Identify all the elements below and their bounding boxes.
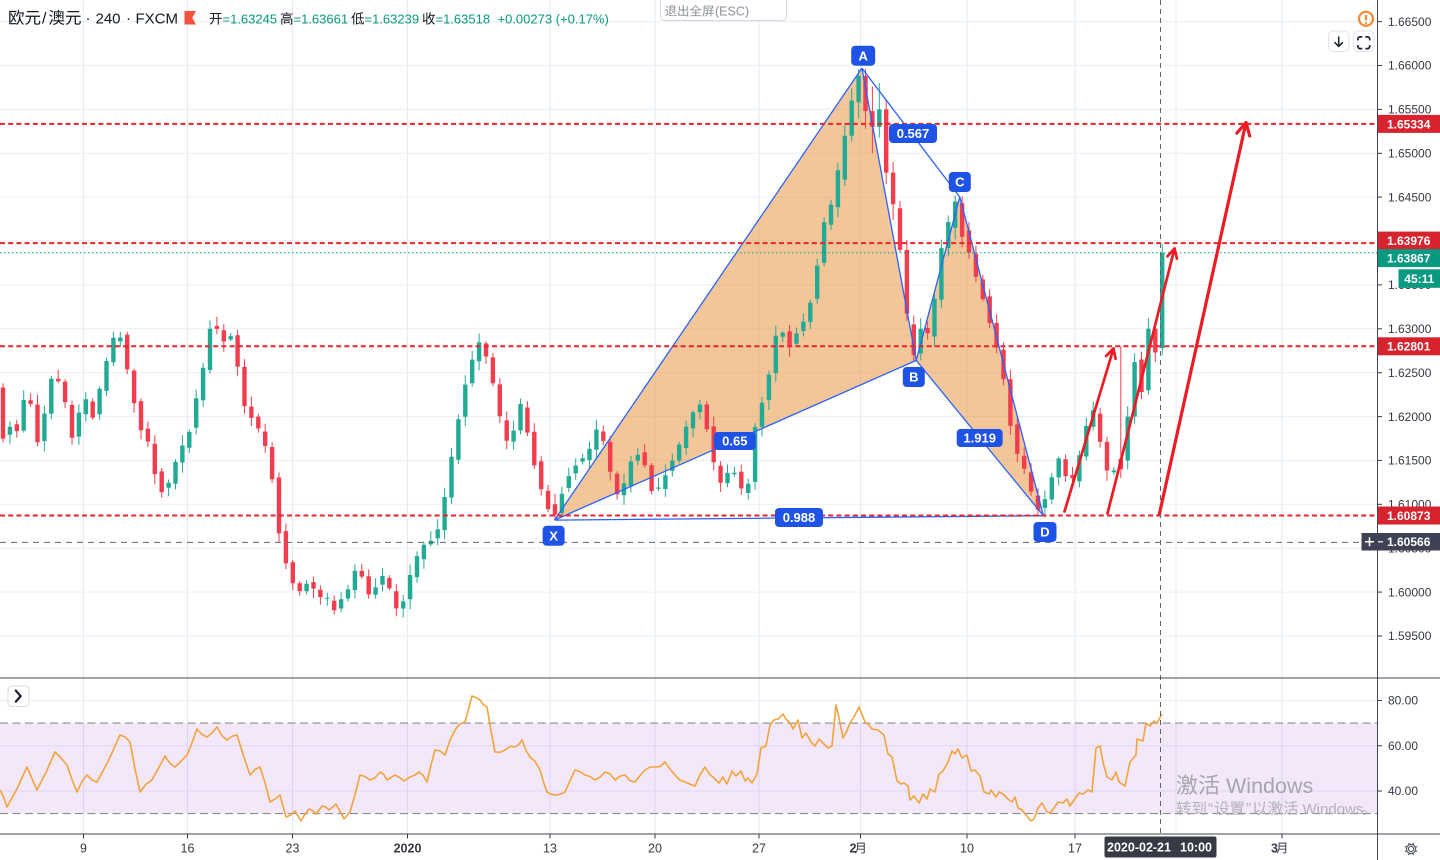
svg-text:1.66500: 1.66500 [1388, 15, 1432, 29]
svg-text:D: D [1040, 525, 1049, 540]
svg-text:=1.63661: =1.63661 [294, 12, 349, 27]
svg-text:A: A [859, 48, 869, 63]
svg-text:Windows: Windows [1303, 801, 1364, 818]
svg-text:13: 13 [543, 842, 557, 856]
svg-text:1.66000: 1.66000 [1388, 59, 1432, 73]
svg-text:2020: 2020 [394, 842, 422, 856]
svg-text:0.988: 0.988 [783, 510, 816, 525]
svg-text:C: C [955, 175, 965, 190]
svg-text:20: 20 [648, 842, 662, 856]
svg-text:1.63976: 1.63976 [1387, 234, 1431, 248]
svg-text:+0.00273 (+0.17%): +0.00273 (+0.17%) [498, 12, 609, 27]
svg-text:(ESC): (ESC) [715, 5, 749, 19]
svg-text:1.63000: 1.63000 [1388, 322, 1432, 336]
svg-text:45:11: 45:11 [1404, 272, 1434, 286]
svg-text:·: · [126, 10, 131, 27]
svg-text:60.00: 60.00 [1388, 739, 1418, 753]
svg-text:80.00: 80.00 [1388, 694, 1418, 708]
svg-text:23: 23 [286, 842, 300, 856]
svg-text:3: 3 [1271, 842, 1278, 856]
svg-text:10:00: 10:00 [1180, 841, 1212, 855]
svg-text:”: ” [1246, 801, 1251, 818]
svg-text:1.919: 1.919 [963, 431, 996, 446]
svg-text:27: 27 [752, 842, 766, 856]
svg-text:10: 10 [960, 842, 974, 856]
svg-text:1.62801: 1.62801 [1387, 340, 1431, 354]
svg-text:/: / [42, 10, 47, 27]
svg-text:40.00: 40.00 [1388, 784, 1418, 798]
svg-text:“: “ [1208, 801, 1213, 818]
svg-text:=1.63245: =1.63245 [223, 12, 278, 27]
svg-text:240: 240 [96, 10, 121, 27]
svg-text:·: · [86, 10, 91, 27]
svg-text:0.65: 0.65 [722, 434, 747, 449]
svg-text:X: X [549, 529, 558, 544]
svg-text:2: 2 [850, 842, 857, 856]
svg-text:1.63867: 1.63867 [1387, 251, 1431, 265]
svg-text:1.60566: 1.60566 [1387, 535, 1431, 549]
svg-text:2020-02-21: 2020-02-21 [1107, 841, 1171, 855]
svg-text:1.65000: 1.65000 [1388, 147, 1432, 161]
svg-text:1.65500: 1.65500 [1388, 103, 1432, 117]
svg-text:=1.63239: =1.63239 [365, 12, 420, 27]
svg-text:1.64500: 1.64500 [1388, 190, 1432, 204]
svg-text:1.62500: 1.62500 [1388, 366, 1432, 380]
svg-text:B: B [909, 370, 918, 385]
svg-text:1.61500: 1.61500 [1388, 454, 1432, 468]
svg-text:1.60000: 1.60000 [1388, 585, 1432, 599]
svg-text:FXCM: FXCM [136, 10, 179, 27]
svg-text:9: 9 [80, 842, 87, 856]
svg-text:0.567: 0.567 [897, 126, 930, 141]
svg-text:1.65334: 1.65334 [1387, 117, 1431, 131]
svg-text:1.62000: 1.62000 [1388, 410, 1432, 424]
svg-text:17: 17 [1068, 842, 1082, 856]
svg-text:1.60873: 1.60873 [1387, 509, 1431, 523]
svg-text:Windows: Windows [1226, 774, 1313, 798]
svg-text:1.59500: 1.59500 [1388, 629, 1432, 643]
svg-text:=1.63518: =1.63518 [436, 12, 491, 27]
svg-text:16: 16 [181, 842, 195, 856]
